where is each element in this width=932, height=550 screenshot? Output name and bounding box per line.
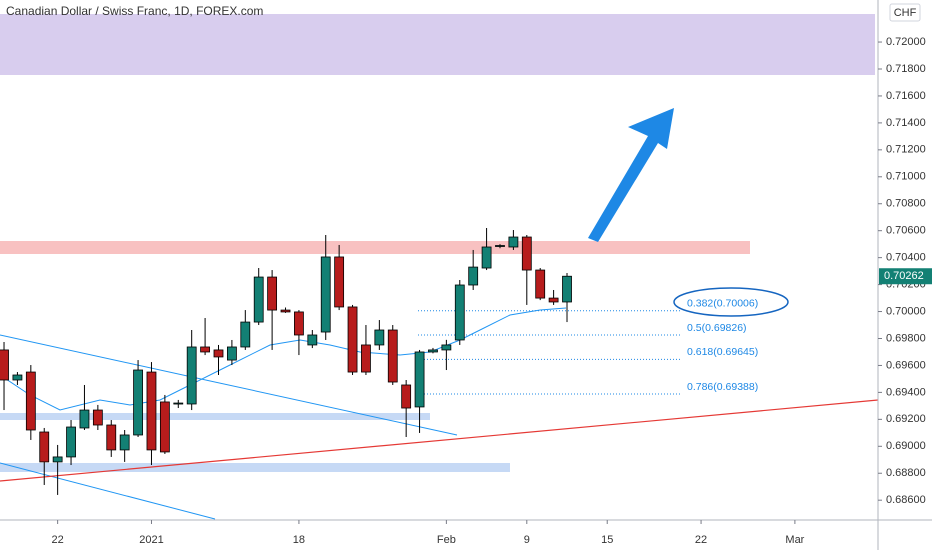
candle-body [374, 329, 385, 346]
candle-body [39, 431, 50, 463]
y-tick-label: 0.70800 [886, 198, 926, 210]
candle-body [240, 321, 251, 348]
chart-title: Canadian Dollar / Swiss Franc, 1D, FOREX… [6, 4, 263, 18]
time-axis [0, 520, 932, 550]
candle-body [521, 236, 532, 271]
candle-body [267, 276, 278, 311]
candle-body [535, 269, 546, 299]
candle-body [454, 284, 465, 341]
candle-body [361, 344, 371, 373]
currency-box [889, 3, 921, 22]
highlight-ellipse [673, 287, 789, 317]
candle-body [200, 346, 210, 353]
candle-body [562, 275, 572, 303]
last-price-box [879, 268, 932, 285]
candle-body [441, 344, 452, 351]
candle-body [428, 349, 438, 353]
candle-body [548, 297, 559, 303]
resistance-zone [0, 241, 750, 254]
candle-body [79, 409, 90, 429]
arrow [588, 108, 674, 242]
x-tick-label: 15 [601, 534, 613, 546]
candle-body [280, 309, 291, 313]
candle-body [334, 256, 345, 308]
currency-label: CHF [894, 7, 917, 19]
x-tick-label: Feb [437, 534, 456, 546]
y-tick-label: 0.68800 [886, 467, 926, 479]
x-tick-label: 22 [695, 534, 707, 546]
y-tick-label: 0.69000 [886, 440, 926, 452]
candle-body [119, 434, 130, 451]
y-tick-label: 0.70400 [886, 252, 926, 264]
y-tick-label: 0.70000 [886, 305, 926, 317]
last-price-label: 0.70262 [884, 270, 924, 282]
y-tick-label: 0.68600 [886, 494, 926, 506]
support-zone [0, 463, 510, 472]
candle-body [481, 246, 492, 269]
moving-average [0, 307, 567, 411]
candle-body [213, 349, 224, 358]
trend-line [0, 334, 458, 436]
candle-body [133, 369, 143, 436]
x-tick-label: Mar [785, 534, 804, 546]
fib-label: 0.382(0.70006) [687, 298, 758, 310]
candle-body [320, 256, 331, 333]
candle-body [0, 349, 9, 381]
trend-line [0, 462, 216, 520]
candle-body [414, 351, 425, 408]
fib-label: 0.786(0.69388) [687, 381, 758, 393]
supply-zone [0, 14, 875, 75]
candle-body [106, 424, 117, 451]
candles: 0.382(0.70006) 0.5(0.69826) 0.618(0.69645)… [0, 227, 758, 495]
y-tick-label: 0.71600 [886, 90, 926, 102]
candle-body [468, 266, 479, 286]
y-tick-label: 0.71200 [886, 144, 926, 156]
x-tick-label: 2021 [139, 534, 163, 546]
candle-body [186, 346, 197, 405]
candle-body [253, 276, 264, 323]
fib-label: 0.5(0.69826) [687, 322, 747, 334]
x-tick-label: 18 [293, 534, 305, 546]
y-tick-label: 0.69400 [886, 386, 926, 398]
y-tick-label: 0.70600 [886, 225, 926, 237]
candle-body [146, 371, 157, 451]
y-tick-label: 0.71000 [886, 171, 926, 183]
candle-body [508, 236, 519, 248]
fib-label: 0.618(0.69645) [687, 346, 758, 358]
candle-body [173, 402, 184, 405]
y-tick-label: 0.69200 [886, 413, 926, 425]
candle-body [159, 401, 170, 453]
candle-body [401, 384, 412, 409]
y-tick-label: 0.69800 [886, 332, 926, 344]
y-tick-label: 0.71400 [886, 117, 926, 129]
candle-body [307, 334, 318, 346]
y-tick-label: 0.69600 [886, 359, 926, 371]
candle-body [66, 426, 76, 458]
candle-body [226, 346, 237, 361]
trend-line [0, 399, 879, 482]
candle-body [495, 245, 505, 247]
candle-body [25, 371, 36, 431]
x-tick-label: 9 [524, 534, 530, 546]
y-tick-label: 0.71800 [886, 63, 926, 75]
candle-body [92, 409, 103, 426]
candle-body [12, 374, 23, 381]
candle-body [294, 311, 304, 336]
x-tick-label: 22 [52, 534, 64, 546]
candle-body [52, 456, 63, 463]
support-zone [0, 413, 430, 420]
candle-body [387, 329, 398, 383]
y-tick-label: 0.72000 [886, 36, 926, 48]
candle-body [347, 306, 358, 373]
